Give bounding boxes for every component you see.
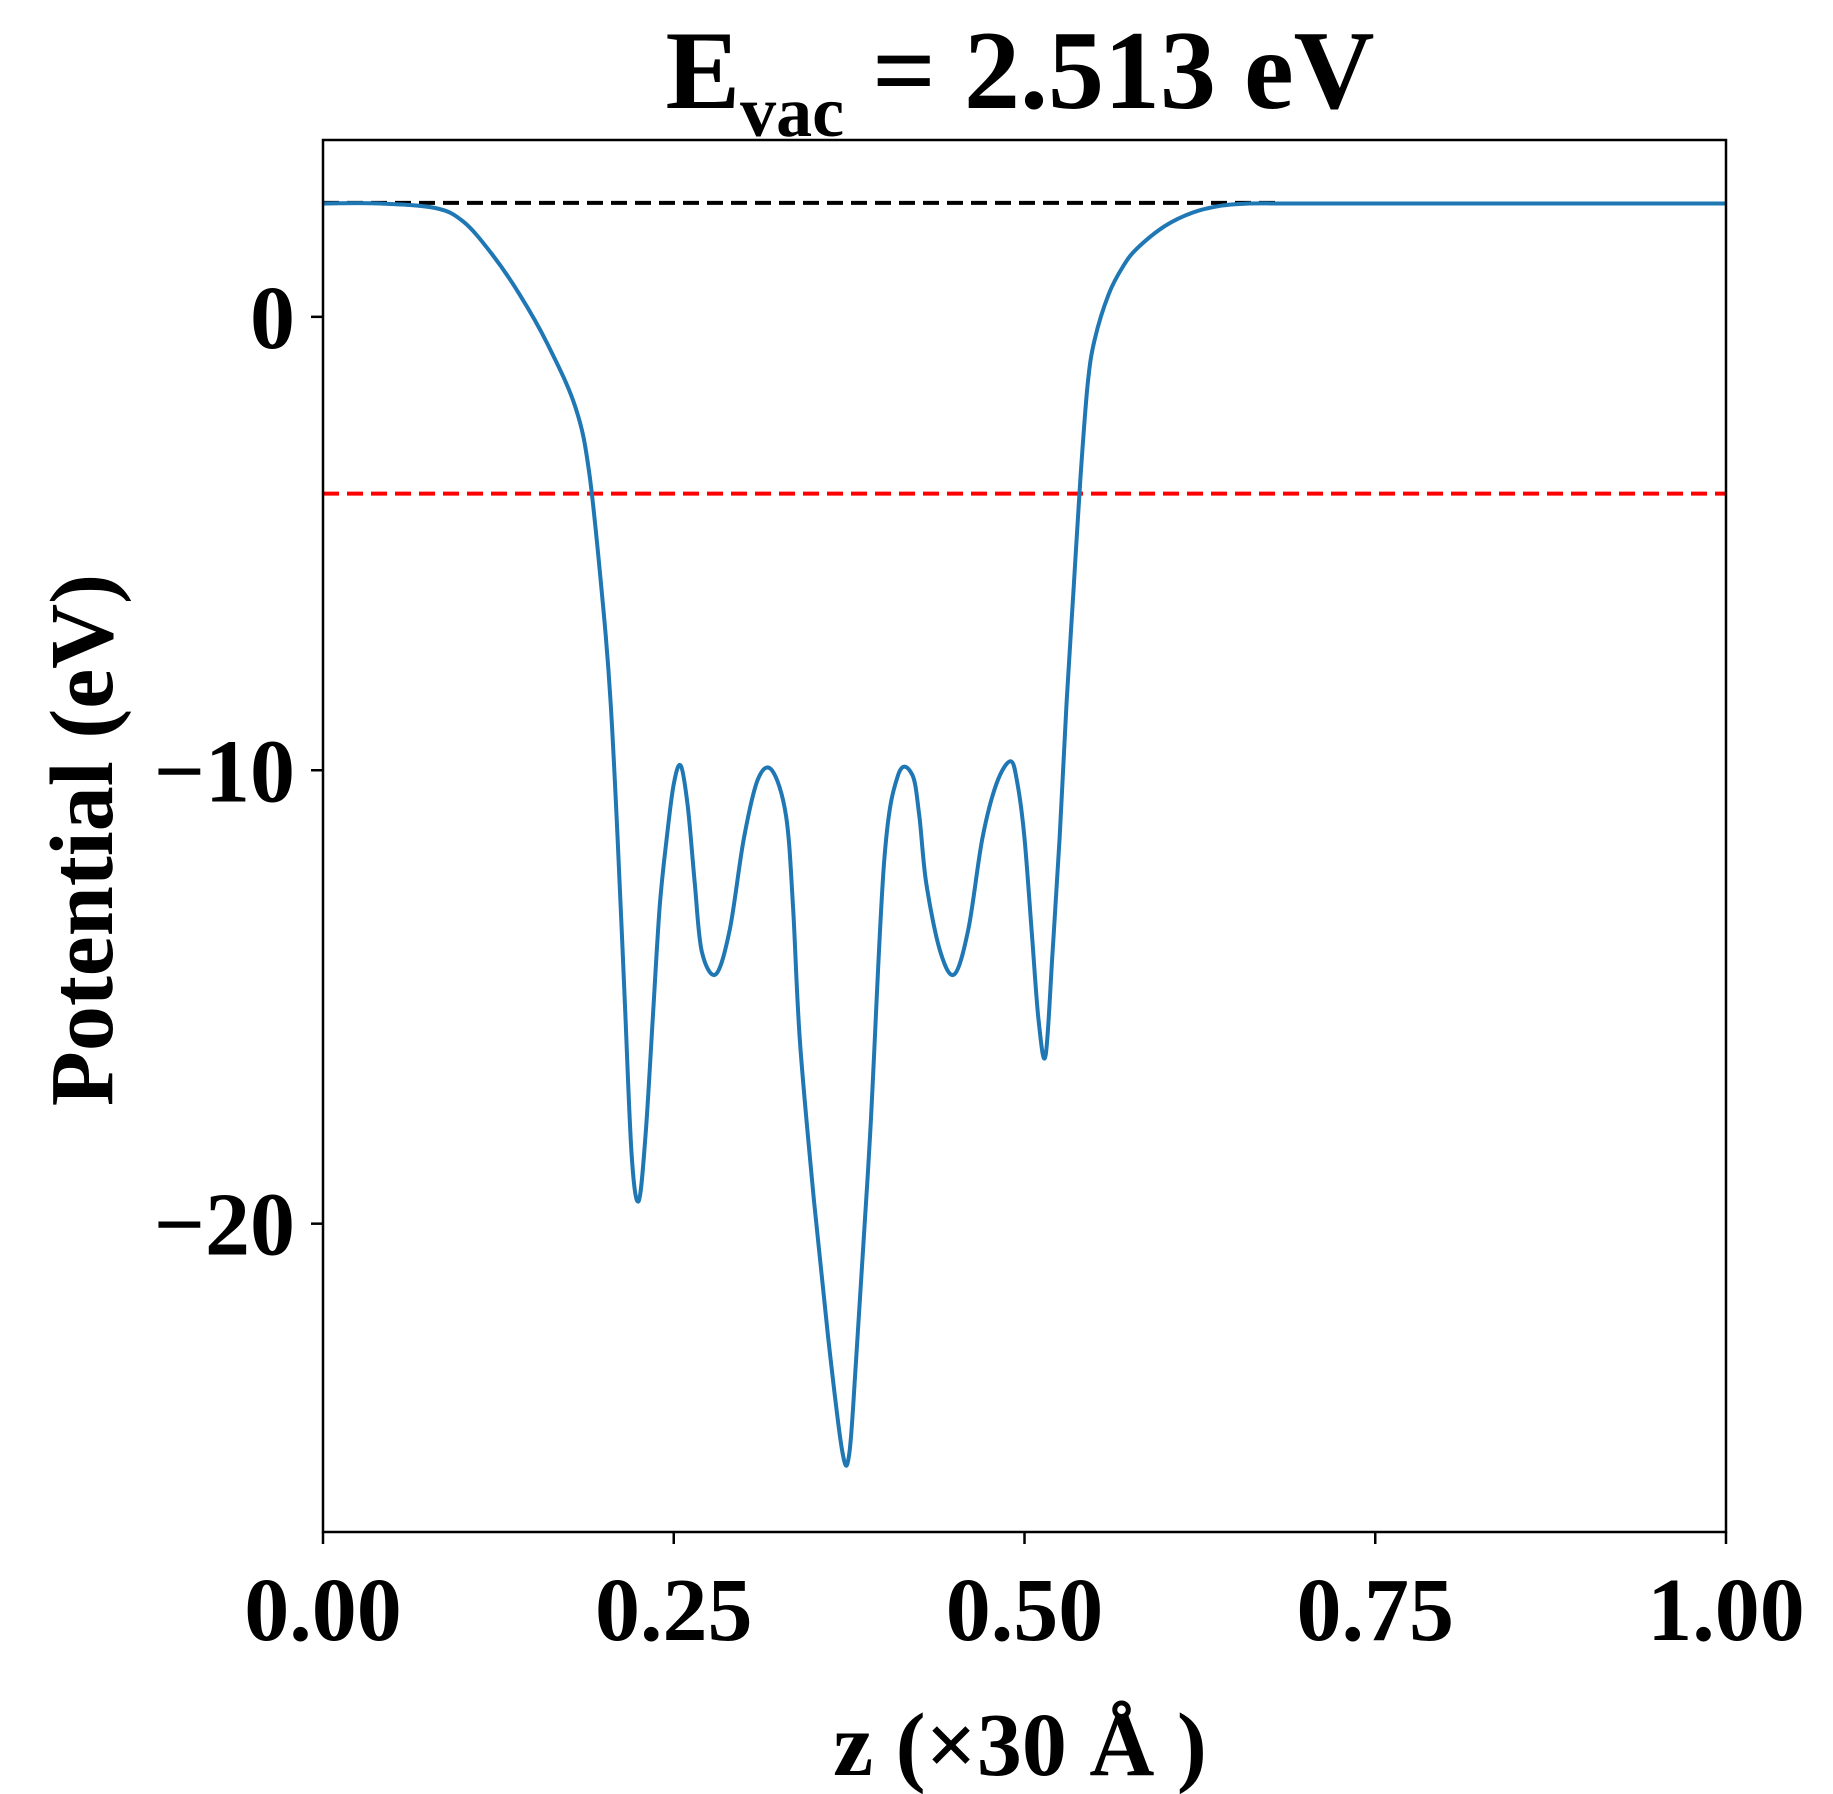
x-tick-label: 1.00 — [1647, 1561, 1805, 1660]
x-axis-label: z (×30 Å ) — [833, 1696, 1207, 1794]
y-tick-label: −20 — [154, 1176, 295, 1275]
y-tick-label: 0 — [250, 269, 295, 368]
y-axis-label: Potential (eV) — [33, 574, 132, 1106]
x-tick-label: 0.25 — [595, 1561, 753, 1660]
y-axis-ticks: 0 −10 −20 — [154, 269, 323, 1275]
chart-title: Evac = 2.513 eV — [665, 9, 1374, 152]
y-tick-label: −10 — [154, 722, 295, 821]
chart-title-subscript: vac — [740, 72, 844, 152]
x-tick-label: 0.75 — [1297, 1561, 1455, 1660]
potential-series-line — [322, 201, 1726, 1468]
x-tick-label: 0.50 — [946, 1561, 1104, 1660]
x-tick-label: 0.00 — [244, 1561, 402, 1660]
reference-lines — [323, 200, 1726, 496]
chart-title-main: E — [665, 9, 740, 133]
chart-title-rest: = 2.513 eV — [844, 9, 1374, 133]
x-axis-ticks: 0.00 0.25 0.50 0.75 1.00 — [244, 1532, 1805, 1660]
series-group — [322, 201, 1726, 1468]
